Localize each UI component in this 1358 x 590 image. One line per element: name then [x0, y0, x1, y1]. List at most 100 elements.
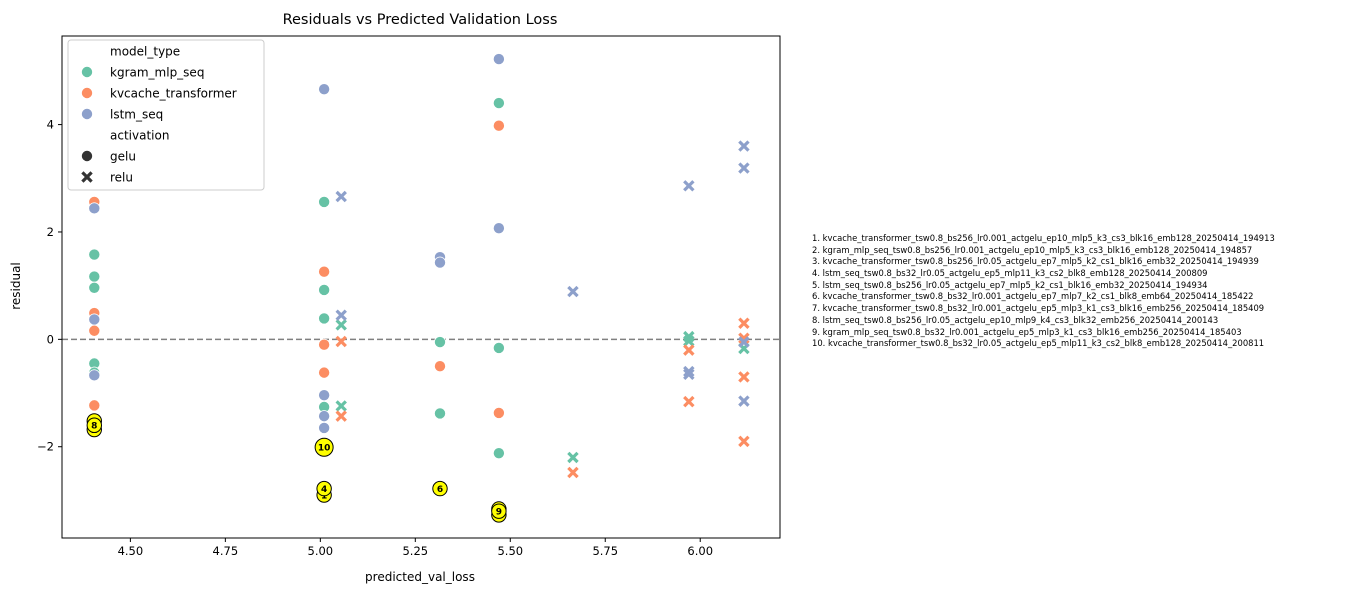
- annotation-item: 8. lstm_seq_tsw0.8_bs256_lr0.05_actgelu_…: [812, 314, 1219, 325]
- x-tick-label: 5.00: [308, 544, 334, 558]
- data-point-kgram-mlp-seq-relu: [335, 400, 347, 412]
- legend-label-relu: relu: [110, 171, 133, 185]
- data-point-kvcache-transformer-gelu: [88, 399, 101, 412]
- data-point-kvcache-transformer-gelu: [318, 265, 331, 278]
- y-axis-label: residual: [9, 262, 23, 310]
- legend-label-kvcache-transformer: kvcache_transformer: [110, 87, 237, 101]
- data-point-lstm-seq-relu: [335, 309, 347, 321]
- annotation-item: 9. kgram_mlp_seq_tsw0.8_bs32_lr0.001_act…: [812, 326, 1242, 337]
- data-point-kgram-mlp-seq-relu: [335, 319, 347, 331]
- data-point-lstm-seq-relu: [738, 162, 750, 174]
- highlighted-point: [316, 480, 332, 497]
- data-point-kgram-mlp-seq-gelu: [433, 336, 446, 349]
- data-point-kvcache-transformer-gelu: [318, 338, 331, 351]
- data-point-kvcache-transformer-relu: [567, 466, 579, 479]
- data-point-lstm-seq-gelu: [318, 410, 331, 423]
- data-point-kvcache-transformer-relu: [683, 395, 695, 408]
- data-point-kgram-mlp-seq-gelu: [433, 407, 446, 420]
- highlighted-point-label: 9: [496, 507, 502, 517]
- y-tick-label: 0: [47, 332, 54, 346]
- highlighted-point: [491, 503, 507, 519]
- x-tick-label: 5.25: [402, 544, 428, 558]
- highlighted-point-label: 1: [321, 491, 327, 501]
- data-point-lstm-seq-gelu: [88, 369, 101, 382]
- plot-area: 123456789104.504.755.005.255.505.756.00−…: [37, 35, 781, 558]
- data-point-kgram-mlp-seq-gelu: [318, 195, 331, 208]
- annotation-item: 7. kvcache_transformer_tsw0.8_bs32_lr0.0…: [812, 303, 1265, 314]
- legend-swatch-kvcache-transformer: [81, 87, 94, 100]
- data-point-lstm-seq-gelu: [318, 389, 331, 402]
- data-point-kvcache-transformer-gelu: [88, 324, 101, 337]
- data-point-kgram-mlp-seq-gelu: [492, 447, 505, 460]
- data-point-kgram-mlp-seq-gelu: [88, 248, 101, 261]
- highlighted-point: [86, 417, 102, 433]
- data-point-kvcache-transformer-gelu: [492, 119, 505, 132]
- data-point-kvcache-transformer-gelu: [433, 360, 446, 373]
- data-point-lstm-seq-gelu: [433, 256, 446, 269]
- plot-frame: [61, 35, 781, 539]
- y-tick-label: 2: [47, 225, 54, 239]
- legend-swatch-kgram-mlp-seq: [81, 66, 94, 79]
- data-point-lstm-seq-gelu: [88, 202, 101, 215]
- data-point-kgram-mlp-seq-relu: [567, 451, 579, 464]
- data-point-lstm-seq-relu: [738, 140, 750, 152]
- x-tick-label: 5.75: [592, 544, 618, 558]
- data-point-kvcache-transformer-gelu: [492, 406, 505, 419]
- legend-box: [67, 39, 265, 191]
- chart-title: Residuals vs Predicted Validation Loss: [283, 12, 558, 28]
- data-point-lstm-seq-relu: [335, 190, 347, 203]
- annotation-item: 1. kvcache_transformer_tsw0.8_bs256_lr0.…: [812, 233, 1275, 243]
- x-axis-label: predicted_val_loss: [365, 570, 475, 584]
- data-point-kgram-mlp-seq-relu: [683, 335, 695, 347]
- data-point-kgram-mlp-seq-gelu: [492, 97, 505, 110]
- data-point-kgram-mlp-seq-gelu: [318, 283, 331, 296]
- highlighted-point-label: 8: [91, 422, 97, 432]
- data-point-lstm-seq-gelu: [492, 222, 505, 235]
- legend-marker-gelu: [81, 149, 94, 162]
- annotation-item: 5. lstm_seq_tsw0.8_bs256_lr0.05_actgelu_…: [812, 279, 1208, 290]
- annotation-item: 3. kvcache_transformer_tsw0.8_bs256_lr0.…: [812, 256, 1259, 267]
- legend-hue-title: model_type: [110, 45, 180, 59]
- highlighted-point-label: 4: [321, 485, 327, 495]
- legend-marker-relu: [81, 171, 93, 183]
- data-point-lstm-seq-relu: [567, 285, 579, 298]
- data-point-lstm-seq-relu: [683, 368, 695, 380]
- x-tick-label: 4.50: [118, 544, 144, 558]
- legend-swatch-lstm-seq: [81, 108, 94, 121]
- data-point-kvcache-transformer-relu: [335, 335, 347, 348]
- y-tick-label: −2: [37, 440, 54, 454]
- annotation-item: 10. kvcache_transformer_tsw0.8_bs32_lr0.…: [812, 338, 1265, 349]
- data-point-kvcache-transformer-relu: [738, 332, 750, 345]
- data-point-kgram-mlp-seq-gelu: [88, 270, 101, 283]
- y-tick-label: 4: [47, 118, 54, 132]
- legend-label-lstm-seq: lstm_seq: [110, 108, 163, 122]
- annotation-item: 2. kgram_mlp_seq_tsw0.8_bs256_lr0.001_ac…: [812, 244, 1253, 255]
- data-point-kgram-mlp-seq-gelu: [318, 312, 331, 325]
- annotation-item: 4. lstm_seq_tsw0.8_bs32_lr0.05_actgelu_e…: [812, 268, 1208, 279]
- data-point-kvcache-transformer-relu: [738, 371, 750, 383]
- highlighted-point: [432, 480, 448, 497]
- data-point-kgram-mlp-seq-gelu: [88, 281, 101, 294]
- data-point-kvcache-transformer-relu: [738, 317, 750, 329]
- x-tick-label: 4.75: [213, 544, 239, 558]
- data-point-lstm-seq-relu: [683, 365, 695, 378]
- annotation-item: 6. kvcache_transformer_tsw0.8_bs32_lr0.0…: [812, 291, 1254, 302]
- legend-label-gelu: gelu: [110, 150, 136, 164]
- data-point-lstm-seq-relu: [683, 180, 695, 192]
- highlighted-point-label: 10: [318, 444, 331, 454]
- data-point-lstm-seq-relu: [738, 395, 750, 407]
- x-tick-label: 6.00: [687, 544, 713, 558]
- legend-label-kgram-mlp-seq: kgram_mlp_seq: [110, 66, 204, 80]
- data-point-lstm-seq-gelu: [318, 83, 331, 96]
- data-point-lstm-seq-gelu: [88, 313, 101, 326]
- data-point-kvcache-transformer-relu: [683, 344, 695, 356]
- data-point-kvcache-transformer-relu: [335, 410, 347, 422]
- legend-style-title: activation: [110, 129, 169, 143]
- annotation-list: 1. kvcache_transformer_tsw0.8_bs256_lr0.…: [812, 233, 1352, 350]
- data-point-lstm-seq-gelu: [492, 53, 505, 66]
- data-point-kvcache-transformer-relu: [738, 435, 750, 448]
- data-point-lstm-seq-gelu: [318, 421, 331, 434]
- data-point-lstm-seq-relu: [738, 336, 750, 348]
- highlighted-point: [314, 437, 334, 457]
